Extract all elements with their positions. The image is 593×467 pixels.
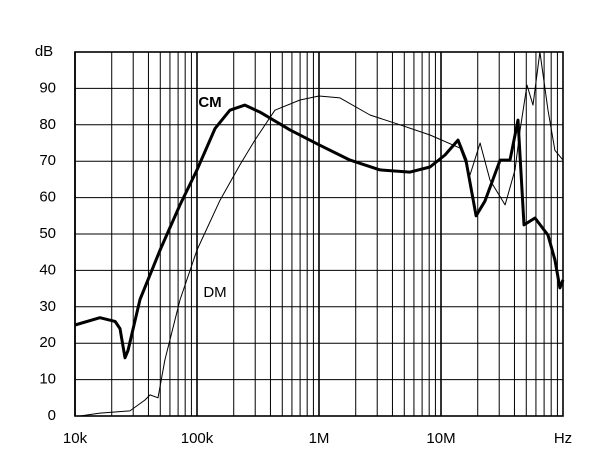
series-line — [74, 103, 565, 360]
x-tick-label: 1M — [309, 430, 330, 447]
y-tick-label: 30 — [39, 298, 56, 315]
y-tick-label: 70 — [39, 152, 56, 169]
x-axis-label: Hz — [554, 430, 572, 447]
x-tick-label: 10M — [426, 430, 455, 447]
plot-frame — [74, 51, 564, 417]
y-tick-label: 50 — [39, 225, 56, 242]
y-axis-label: dB — [35, 43, 53, 60]
y-tick-label: 20 — [39, 334, 56, 351]
y-tick-label: 60 — [39, 189, 56, 206]
y-tick-label: 90 — [39, 79, 56, 96]
x-tick-label: 100k — [181, 430, 214, 447]
series-label: DM — [203, 284, 226, 301]
x-tick-label: 10k — [63, 430, 88, 447]
y-tick-label: 10 — [39, 371, 56, 388]
series-line — [79, 51, 564, 417]
y-tick-label: 40 — [39, 261, 56, 278]
y-tick-label: 0 — [48, 407, 56, 424]
y-tick-label: 80 — [39, 116, 56, 133]
series-label: CM — [198, 94, 221, 111]
